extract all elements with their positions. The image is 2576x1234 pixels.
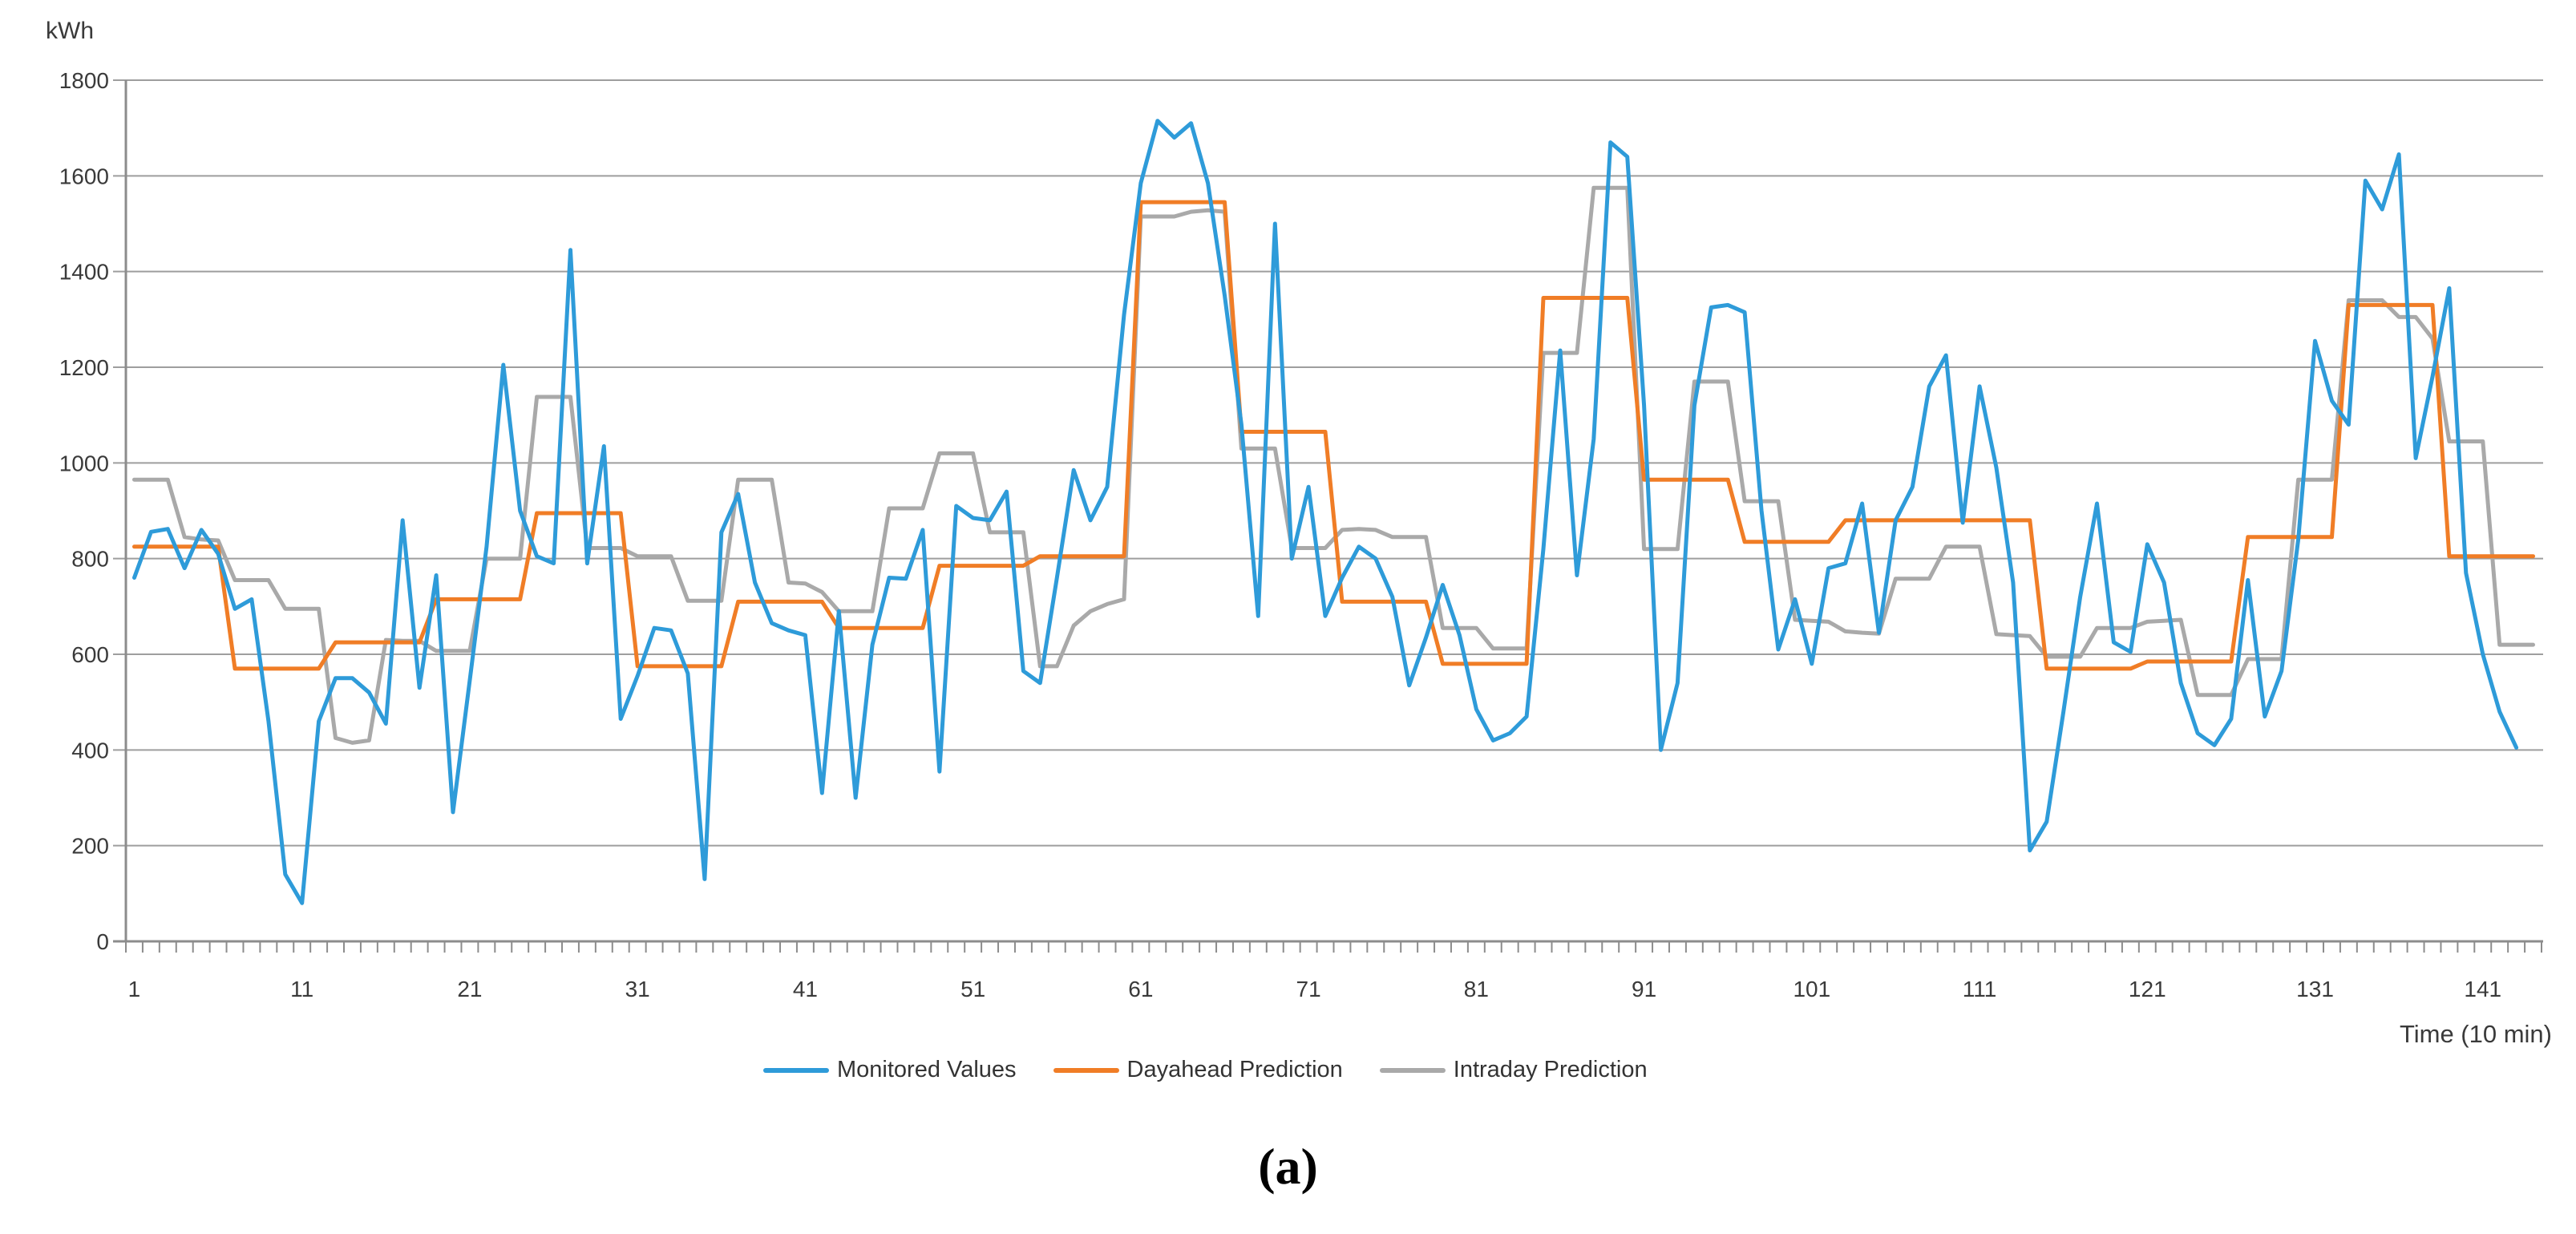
tick-label: 71 — [1296, 977, 1321, 1001]
tick-label: 141 — [2464, 977, 2501, 1001]
tick-label: 51 — [960, 977, 985, 1001]
tick-label: 121 — [2129, 977, 2166, 1001]
tick-label: 1400 — [59, 260, 109, 285]
tick-label: 101 — [1793, 977, 1830, 1001]
tick-label: 1 — [128, 977, 141, 1001]
tick-label: 400 — [71, 738, 109, 763]
tick-label: 21 — [457, 977, 482, 1001]
tick-label: 31 — [625, 977, 650, 1001]
legend-item-monitored-values: Monitored Values — [763, 1057, 1017, 1083]
tick-label: 600 — [71, 642, 109, 667]
legend-item-dayahead-prediction: Dayahead Prediction — [1053, 1057, 1343, 1083]
tick-label: 1800 — [59, 68, 109, 93]
tick-label: 111 — [1963, 977, 1997, 1001]
tick-label: 11 — [290, 977, 313, 1001]
legend-line-swatch-intraday — [1379, 1067, 1446, 1073]
y-axis-unit-label: kWh — [46, 18, 94, 44]
legend-line-swatch-dayahead — [1053, 1067, 1119, 1073]
tick-label: 1600 — [59, 164, 109, 188]
tick-label: 41 — [793, 977, 818, 1001]
legend-line-swatch-monitored — [763, 1067, 829, 1073]
legend-label-monitored: Monitored Values — [837, 1057, 1017, 1082]
figure-caption: (a) — [1258, 1138, 1318, 1195]
legend-label-dayahead: Dayahead Prediction — [1126, 1057, 1343, 1082]
tick-label: 200 — [71, 834, 109, 859]
series-line-dayahead-prediction — [132, 200, 2535, 671]
x-axis-title: Time (10 min) — [2399, 1020, 2552, 1048]
tick-label: 81 — [1464, 977, 1489, 1001]
tick-label: 800 — [71, 547, 109, 572]
tick-label: 1200 — [59, 355, 109, 380]
series-line-monitored-values — [132, 119, 2519, 905]
tick-label: 91 — [1632, 977, 1656, 1001]
tick-label: 1000 — [59, 451, 109, 475]
legend-label-intraday: Intraday Prediction — [1453, 1057, 1648, 1082]
tick-label: 61 — [1128, 977, 1153, 1001]
tick-label: 0 — [96, 929, 109, 954]
tick-label: 131 — [2296, 977, 2334, 1001]
chart-legend: Monitored Values Dayahead Prediction Int… — [763, 1057, 1684, 1083]
legend-item-intraday-prediction: Intraday Prediction — [1379, 1057, 1648, 1083]
